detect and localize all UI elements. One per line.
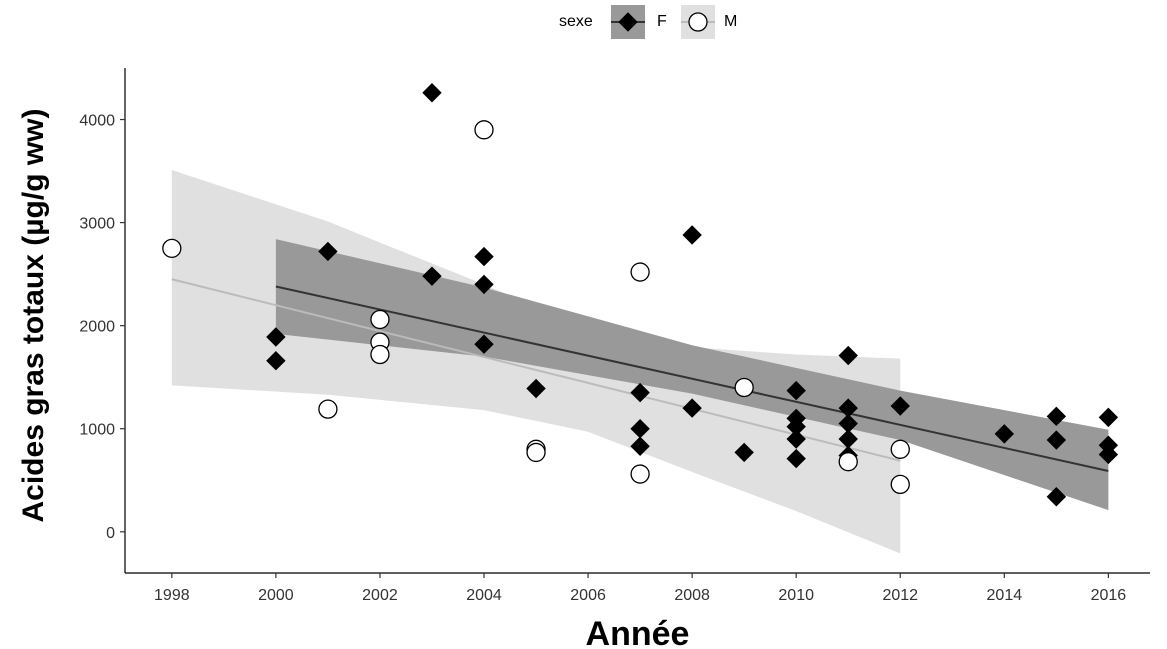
point-F	[786, 429, 806, 449]
point-F	[682, 398, 702, 418]
point-F	[1046, 487, 1067, 507]
point-F	[786, 380, 806, 401]
point-F	[318, 241, 338, 262]
point-M	[526, 442, 546, 463]
point-M	[890, 474, 910, 495]
x-tick-label: 2002	[362, 587, 398, 604]
point-F	[1098, 444, 1119, 465]
legend-title: sexe	[559, 13, 593, 30]
confidence-band-F	[275, 239, 1109, 511]
y-tick-label: 1000	[79, 422, 115, 439]
x-tick-label: 2016	[1091, 587, 1127, 604]
regression-line-M	[171, 278, 901, 462]
point-F	[682, 225, 702, 245]
point-F	[474, 274, 494, 295]
point-F	[1046, 406, 1067, 427]
x-tick-label: 2006	[570, 587, 606, 604]
point-M	[630, 464, 650, 484]
point-M	[838, 452, 858, 472]
point-F	[994, 424, 1015, 444]
point-M	[162, 238, 182, 259]
point-F	[474, 334, 494, 354]
point-F	[526, 378, 546, 399]
point-F	[422, 83, 442, 103]
legend-key-marker-M	[688, 12, 708, 32]
x-tick-label: 2000	[258, 587, 294, 604]
x-tick-label: 2014	[987, 587, 1023, 604]
point-M	[318, 399, 338, 419]
legend-key-marker-F	[618, 12, 638, 32]
data-points	[162, 83, 1119, 507]
point-F	[266, 327, 286, 347]
point-F	[890, 396, 910, 416]
point-F	[474, 246, 494, 267]
y-tick-label: 0	[106, 525, 115, 542]
point-M	[370, 309, 390, 330]
legend: sexe F M	[559, 5, 737, 39]
regression-line-F	[275, 285, 1109, 472]
point-F	[1046, 430, 1067, 450]
x-tick-label: 2010	[778, 587, 814, 604]
point-M	[370, 344, 390, 365]
point-F	[786, 448, 806, 469]
point-F	[266, 350, 286, 371]
y-tick-label: 4000	[79, 113, 115, 130]
legend-label-F: F	[657, 13, 667, 30]
regression-lines	[171, 278, 1109, 472]
x-tick-label: 2004	[466, 587, 502, 604]
point-F	[1098, 407, 1119, 428]
x-tick-label: 2008	[674, 587, 710, 604]
point-F	[838, 345, 858, 366]
y-tick-label: 2000	[79, 319, 115, 336]
y-tick-label: 3000	[79, 216, 115, 233]
point-M	[474, 120, 494, 140]
legend-label-M: M	[724, 13, 737, 30]
point-M	[734, 377, 754, 398]
point-M	[630, 262, 650, 282]
x-tick-label: 2012	[882, 587, 918, 604]
point-F	[422, 266, 442, 286]
point-F	[734, 442, 754, 463]
y-axis-title: Acides gras totaux (µg/g ww)	[17, 108, 50, 522]
confidence-bands	[171, 170, 1109, 554]
point-M	[890, 439, 910, 459]
point-F	[630, 436, 650, 456]
x-axis-title: Année	[586, 615, 690, 649]
axes: 1998 2000 2002 2004 2006 2008 2010 2012 2014 2016…	[79, 68, 1150, 604]
x-tick-label: 1998	[154, 587, 190, 604]
point-F	[630, 382, 650, 403]
